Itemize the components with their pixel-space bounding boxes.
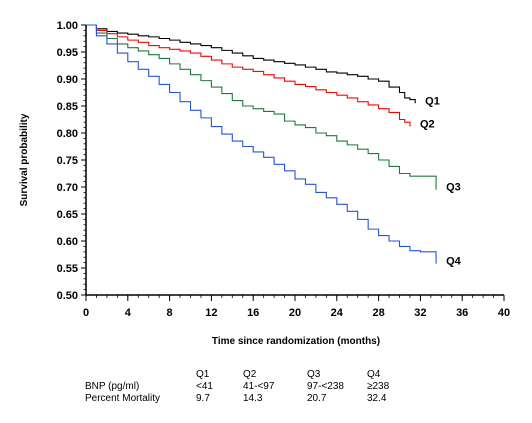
table-row-label: Percent Mortality [85,393,160,404]
series-line-q3 [86,24,437,190]
table-header-cell: Q4 [367,369,381,380]
x-tick-label: 0 [83,307,89,319]
table-header-cell: Q1 [196,369,210,380]
series-layer [86,24,437,264]
x-tick-label: 20 [289,307,301,319]
x-tick-label: 12 [205,307,217,319]
x-tick-label: 36 [456,307,468,319]
x-axis-title: Time since randomization (months) [212,336,380,347]
y-tick-label: 0.70 [57,182,78,194]
y-tick-label: 0.95 [57,47,78,59]
y-axis-title: Survival probability [19,113,30,206]
y-tick-label: 0.50 [57,290,78,302]
table-header-cell: Q3 [307,369,321,380]
series-label-q2: Q2 [420,119,435,131]
ticks-layer: 0.50 0.55 0.60 0.65 0.70 0.75 0.80 0.85 0.90 0.95… [57,20,511,319]
x-tick-label: 24 [331,307,344,319]
y-tick-label: 0.55 [57,263,78,275]
table-cell: 20.7 [307,393,327,404]
y-tick-label: 0.85 [57,101,78,113]
series-label-q3: Q3 [446,182,461,194]
table-cell: 97-<238 [307,381,344,392]
y-tick-label: 1.00 [57,20,78,32]
series-label-q1: Q1 [425,95,440,107]
quartile-table: Q1 Q2 Q3 Q4 BNP (pg/ml) <41 41-<97 97-<238 ≥238 P… [85,369,390,404]
series-label-q4: Q4 [446,256,462,268]
table-header-cell: Q2 [243,369,257,380]
table-cell: 14.3 [243,393,263,404]
series-line-q2 [86,24,411,127]
table-cell: <41 [196,381,213,392]
table-cell: 9.7 [196,393,210,404]
x-tick-label: 4 [125,307,132,319]
y-tick-label: 0.75 [57,155,78,167]
y-tick-label: 0.80 [57,128,78,140]
y-tick-label: 0.60 [57,236,78,248]
table-cell: 41-<97 [243,381,275,392]
x-tick-label: 40 [498,307,510,319]
series-labels: Q1 Q2 Q3 Q4 [420,95,462,267]
x-tick-label: 8 [167,307,173,319]
x-tick-label: 16 [247,307,259,319]
series-line-q4 [86,24,437,264]
series-line-q1 [86,24,416,104]
table-cell: ≥238 [367,381,390,392]
table-row-label: BNP (pg/ml) [85,381,139,392]
x-tick-label: 32 [414,307,426,319]
y-tick-label: 0.90 [57,74,78,86]
y-tick-label: 0.65 [57,209,78,221]
table-cell: 32.4 [367,393,387,404]
x-tick-label: 28 [372,307,384,319]
